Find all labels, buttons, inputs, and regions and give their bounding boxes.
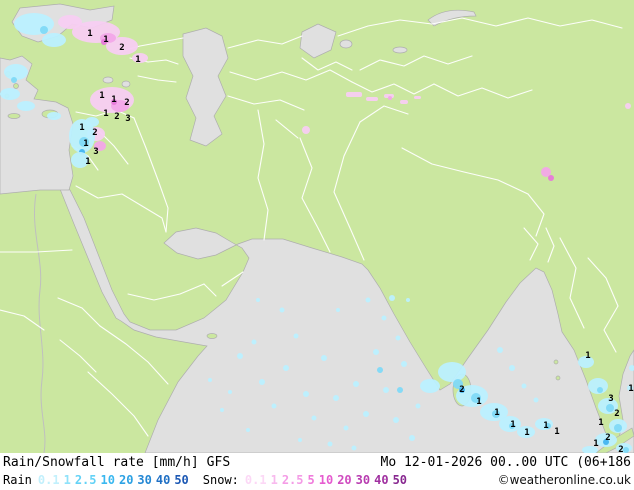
legend-scale-value: 5: [307, 473, 315, 487]
lake-van: [102, 76, 114, 84]
copyright-label: ©weatheronline.co.uk: [497, 473, 631, 487]
precip-value-label: 2: [459, 385, 464, 395]
precip-value-label: 1: [628, 384, 633, 394]
precip-value-label: 3: [125, 114, 130, 124]
legend-scale-value: 1: [63, 473, 71, 487]
precip-value-label: 1: [111, 95, 116, 105]
product-label: Rain/Snowfall rate [mm/h]: [3, 455, 199, 470]
legend-scale-value: 30: [355, 473, 371, 487]
legend-scale-value: 0.1: [244, 473, 267, 487]
lake-issyk-kul: [392, 46, 408, 54]
precip-value-label: 1: [135, 55, 140, 65]
rainfall-patches: [0, 13, 634, 453]
precip-value-label: 1: [79, 123, 84, 133]
legend-title-row: Rain/Snowfall rate [mm/h] GFS Mo 12-01-20…: [0, 453, 634, 472]
rain-scale-label: Rain: [3, 473, 32, 487]
precip-value-label: 2: [614, 409, 619, 419]
precip-value-label: 1: [87, 29, 92, 39]
precip-value-label: 1: [85, 157, 90, 167]
precip-value-label: 1: [593, 439, 598, 449]
model-label: GFS: [206, 455, 231, 470]
legend-scale-value: 2.5: [74, 473, 97, 487]
nile-river: [33, 193, 46, 453]
legend-scale-value: 20: [337, 473, 352, 487]
rain-scale: 0.1 1 2.5 10 20 30 40 50: [38, 472, 193, 489]
precip-value-label: 3: [93, 147, 98, 157]
andaman-island: [553, 359, 559, 365]
water-bodies: [0, 3, 634, 453]
precip-value-label: 1: [99, 91, 104, 101]
small-lake: [339, 39, 353, 49]
andaman-island: [555, 375, 561, 381]
legend-scale-value: 50: [392, 473, 408, 487]
precip-value-label: 2: [124, 98, 129, 108]
datetime-label: Mo 12-01-2026 00..00 UTC (06+186: [380, 455, 631, 470]
precip-value-label: 1: [554, 427, 559, 437]
indian-ocean: [57, 183, 634, 453]
lake-urmia: [121, 80, 131, 88]
legend-bar: Rain/Snowfall rate [mm/h] GFS Mo 12-01-20…: [0, 453, 634, 490]
precip-value-label: 2: [618, 445, 623, 453]
legend-scale-value: 50: [174, 473, 189, 487]
country-borders: [0, 17, 623, 437]
caspian-sea: [182, 27, 229, 147]
crete: [7, 113, 21, 119]
precip-value-label: 1: [476, 397, 481, 407]
socotra: [206, 333, 218, 339]
precip-value-label: 1: [103, 35, 108, 45]
aral-sea: [299, 23, 337, 59]
precip-value-label: 1: [585, 351, 590, 361]
precip-value-label: 3: [608, 394, 613, 404]
precip-value-label: 1: [103, 109, 108, 119]
aegean-island: [13, 83, 19, 89]
precip-value-label: 1: [494, 408, 499, 418]
snow-scale: 0.1 1 2.5 5 10 20 30 40 50: [245, 472, 411, 489]
legend-scale-row: Rain 0.1 1 2.5 10 20 30 40 50 Snow: 0.1 1 2.5 5 10 2…: [0, 472, 634, 489]
legend-scale-value: 40: [155, 473, 171, 487]
legend-scale-value: 0.1: [37, 473, 60, 487]
legend-scale-value: 40: [374, 473, 389, 487]
snow-scale-label: Snow:: [202, 473, 239, 487]
precip-value-label: 2: [605, 433, 610, 443]
precip-value-label: 1: [598, 418, 603, 428]
legend-scale-value: 20: [118, 473, 134, 487]
legend-scale-value: 10: [100, 473, 115, 487]
legend-scale-value: 1: [270, 473, 278, 487]
snowfall-patches: [58, 15, 631, 181]
mediterranean-sea: [0, 55, 74, 195]
legend-scale-value: 10: [318, 473, 334, 487]
precip-value-label: 2: [119, 43, 124, 53]
precip-value-label: 1: [510, 420, 515, 430]
precip-value-label: 1: [524, 428, 529, 438]
precip-value-label: 2: [92, 128, 97, 138]
map-title: Rain/Snowfall rate [mm/h] GFS: [3, 454, 230, 472]
precip-value-label: 2: [114, 112, 119, 122]
precip-value-label: 1: [543, 421, 548, 431]
legend-scale-value: 2.5: [281, 473, 304, 487]
precip-value-label: 1: [83, 139, 88, 149]
legend-scale-value: 30: [137, 473, 152, 487]
